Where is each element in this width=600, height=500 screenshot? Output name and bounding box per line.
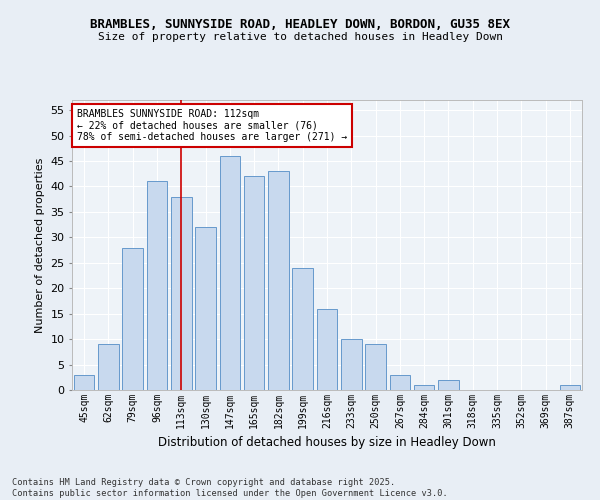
Bar — [195, 227, 216, 390]
Bar — [341, 339, 362, 390]
Bar — [414, 385, 434, 390]
Text: Contains HM Land Registry data © Crown copyright and database right 2025.
Contai: Contains HM Land Registry data © Crown c… — [12, 478, 448, 498]
Bar — [438, 380, 459, 390]
Text: Size of property relative to detached houses in Headley Down: Size of property relative to detached ho… — [97, 32, 503, 42]
X-axis label: Distribution of detached houses by size in Headley Down: Distribution of detached houses by size … — [158, 436, 496, 450]
Bar — [122, 248, 143, 390]
Bar — [292, 268, 313, 390]
Bar — [74, 374, 94, 390]
Bar — [171, 196, 191, 390]
Bar — [268, 171, 289, 390]
Text: BRAMBLES, SUNNYSIDE ROAD, HEADLEY DOWN, BORDON, GU35 8EX: BRAMBLES, SUNNYSIDE ROAD, HEADLEY DOWN, … — [90, 18, 510, 30]
Text: BRAMBLES SUNNYSIDE ROAD: 112sqm
← 22% of detached houses are smaller (76)
78% of: BRAMBLES SUNNYSIDE ROAD: 112sqm ← 22% of… — [77, 108, 347, 142]
Bar — [365, 344, 386, 390]
Bar — [146, 182, 167, 390]
Bar — [220, 156, 240, 390]
Bar — [244, 176, 265, 390]
Bar — [389, 374, 410, 390]
Bar — [317, 308, 337, 390]
Bar — [98, 344, 119, 390]
Y-axis label: Number of detached properties: Number of detached properties — [35, 158, 44, 332]
Bar — [560, 385, 580, 390]
